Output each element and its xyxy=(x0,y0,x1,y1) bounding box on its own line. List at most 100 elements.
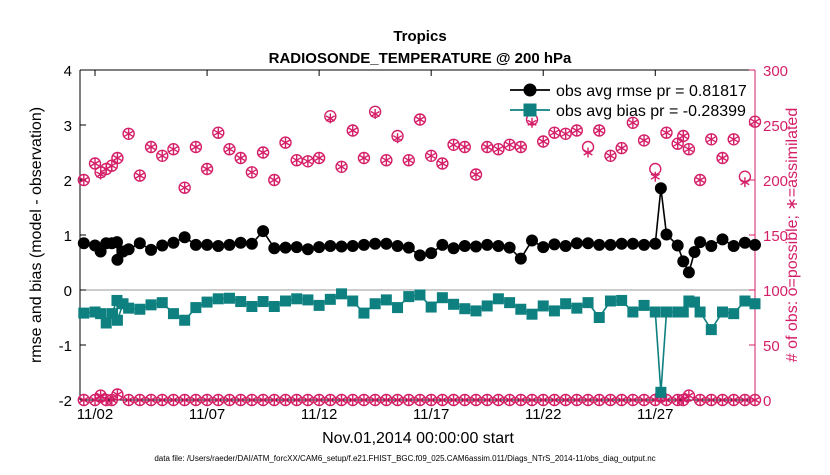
obs-assimilated-point xyxy=(236,153,246,163)
asterisk-stroke xyxy=(605,396,616,404)
rmse-point xyxy=(167,236,180,249)
rmse-point xyxy=(357,238,370,251)
rmse-point xyxy=(245,237,258,250)
obs-assimilated-point xyxy=(415,114,425,125)
obs-bottom-assimilated-point xyxy=(437,395,448,405)
asterisk-stroke xyxy=(112,391,123,398)
bias-point xyxy=(593,312,605,323)
asterisk-stroke xyxy=(471,396,481,404)
obs-possible-point xyxy=(637,134,651,147)
bias-point xyxy=(106,308,118,320)
obs-bottom-assimilated-point xyxy=(392,395,403,405)
asterisk-stroke xyxy=(650,396,660,404)
rmse-point xyxy=(413,249,426,262)
obs-assimilated-point xyxy=(95,169,106,180)
obs-possible-point xyxy=(346,124,359,137)
obs-bottom-assimilated-point xyxy=(471,395,481,405)
obs-possible-point xyxy=(212,126,225,139)
asterisk-stroke xyxy=(594,127,604,134)
asterisk-stroke xyxy=(750,396,760,404)
obs-possible-point xyxy=(77,173,91,187)
x-tick-label: 11/27 xyxy=(637,406,673,423)
obs-bottom-assimilated-point xyxy=(706,395,716,405)
asterisk-stroke xyxy=(605,152,616,159)
bias-point xyxy=(190,302,202,314)
obs-assimilated-point xyxy=(202,164,212,174)
asterisk-stroke xyxy=(448,396,459,404)
obs-possible-point xyxy=(301,155,315,168)
obs-bottom-assimilated-point xyxy=(325,395,336,405)
asterisk-stroke xyxy=(583,396,593,404)
asterisk-stroke xyxy=(471,171,481,178)
obs-assimilated-point xyxy=(146,142,156,152)
obs-possible-point xyxy=(189,140,203,154)
obs-bottom-assimilated-point xyxy=(504,395,515,405)
bias-point xyxy=(728,308,740,320)
obs-bottom-assimilated-point xyxy=(560,395,571,405)
asterisk-stroke xyxy=(560,130,571,137)
asterisk-stroke xyxy=(616,396,627,404)
asterisk-stroke xyxy=(437,396,448,404)
obs-possible-point xyxy=(604,149,617,163)
obs-bottom-assimilated-point xyxy=(224,395,235,405)
rmse-point xyxy=(514,252,527,265)
obs-bottom-assimilated-point xyxy=(236,395,246,405)
asterisk-stroke xyxy=(448,141,459,148)
asterisk-stroke xyxy=(179,396,190,404)
obs-assimilated-point xyxy=(661,127,672,138)
bias-point xyxy=(268,301,280,312)
rmse-point xyxy=(654,182,667,195)
obs-assimilated-point xyxy=(280,137,291,148)
asterisk-stroke xyxy=(247,396,257,404)
obs-assimilated-point xyxy=(258,147,268,158)
asterisk-stroke xyxy=(123,130,134,137)
asterisk-stroke xyxy=(437,160,448,167)
rmse-point xyxy=(111,253,124,266)
asterisk-stroke xyxy=(348,127,358,134)
asterisk-stroke xyxy=(527,396,537,404)
rmse-point xyxy=(716,233,729,246)
bias-point xyxy=(302,294,314,306)
obs-assimilated-point xyxy=(370,109,380,119)
asterisk-stroke xyxy=(740,179,750,186)
obs-bottom-assimilated-point xyxy=(303,395,313,405)
obs-bottom-possible-point xyxy=(748,393,762,407)
bias-point xyxy=(414,289,426,301)
rmse-point xyxy=(290,241,303,254)
rmse-point xyxy=(677,255,690,268)
asterisk-stroke xyxy=(426,152,436,159)
obs-possible-point xyxy=(492,142,505,156)
obs-bottom-assimilated-point xyxy=(415,395,425,405)
obs-assimilated-point xyxy=(269,175,279,185)
asterisk-stroke xyxy=(336,163,347,170)
obs-count-layer xyxy=(77,105,762,194)
y-right-tick-label: 100 xyxy=(763,283,788,300)
obs-possible-point xyxy=(88,157,102,170)
obs-bottom-assimilated-point xyxy=(202,395,212,405)
asterisk-stroke xyxy=(168,146,179,153)
obs-assimilated-point xyxy=(314,153,324,163)
obs-bottom-assimilated-point xyxy=(292,395,302,405)
y-left-tick-label: 0 xyxy=(64,283,72,300)
obs-bottom-assimilated-point xyxy=(348,395,358,405)
bias-point xyxy=(470,305,482,317)
rmse-point xyxy=(335,240,348,253)
bias-point xyxy=(436,292,448,304)
obs-bottom-assimilated-point xyxy=(740,395,750,405)
obs-assimilated-point xyxy=(191,142,201,152)
asterisk-stroke xyxy=(112,154,123,162)
obs-bottom-assimilated-point xyxy=(729,395,739,405)
obs-possible-point xyxy=(167,142,180,156)
obs-possible-point xyxy=(279,136,292,149)
obs-possible-point xyxy=(402,153,415,167)
obs-bottom-assimilated-point xyxy=(280,395,291,405)
y-right-tick-label: 50 xyxy=(763,338,780,355)
asterisk-stroke xyxy=(258,396,268,404)
legend: obs avg rmse pr = 0.81817 obs avg bias pr… xyxy=(510,83,747,120)
rmse-point xyxy=(615,237,628,250)
asterisk-stroke xyxy=(750,118,760,125)
rmse-point xyxy=(537,241,550,254)
bias-point xyxy=(571,302,583,314)
asterisk-stroke xyxy=(280,396,291,404)
asterisk-stroke xyxy=(516,396,526,404)
